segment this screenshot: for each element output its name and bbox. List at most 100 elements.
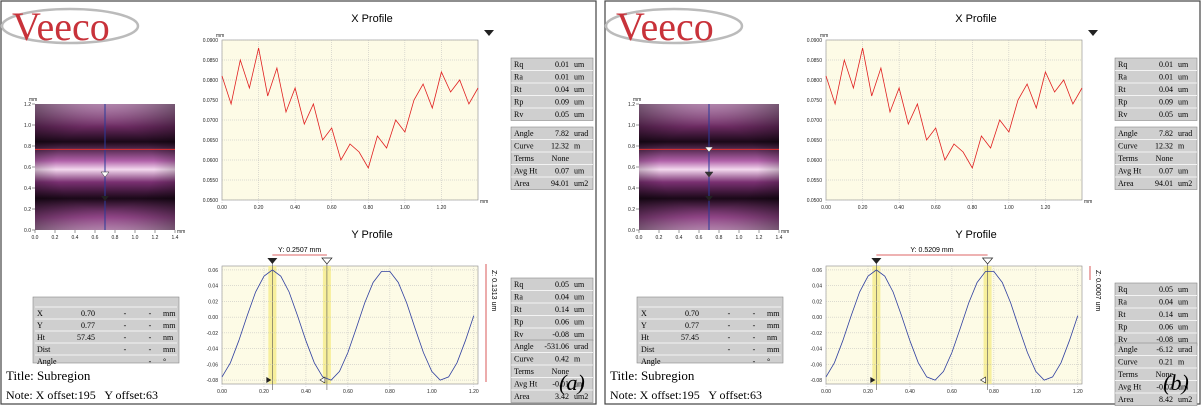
x-tick-label: 1.2: [756, 235, 763, 241]
x-tick-label: 0.8: [716, 235, 723, 241]
x-tick-label: 1.00: [427, 389, 437, 395]
stat-unit: um: [574, 293, 585, 302]
x-tick-label: 0.00: [821, 205, 831, 211]
stat-unit: um: [574, 60, 585, 69]
stat-value: 0.07: [1159, 167, 1173, 176]
x-tick-label: 0.40: [894, 205, 904, 211]
x-unit: mm: [480, 199, 488, 205]
y-tick-label: 0.0750: [807, 98, 823, 104]
stat-label: Angle: [1118, 129, 1138, 138]
stat-unit: um: [1178, 167, 1189, 176]
y-tick-label: -0.02: [811, 331, 823, 337]
z-label: Z: 0.1313 um: [490, 270, 497, 311]
stat-unit: um: [1178, 110, 1189, 119]
y-tick-label: 0.02: [208, 299, 218, 305]
readout-cell: Dist: [37, 345, 51, 354]
readout-cell: 0.70: [685, 309, 699, 318]
x-tick-label: 1.20: [1041, 205, 1051, 211]
x-tick-label: 0.4: [676, 235, 683, 241]
stat-label: Rp: [1118, 323, 1127, 332]
readout-cell: 0.70: [81, 309, 95, 318]
stat-label: Rt: [1118, 310, 1126, 319]
stat-label: Curve: [514, 142, 534, 151]
stat-label: Ra: [1118, 298, 1127, 307]
x-tick-label: 0.60: [327, 205, 337, 211]
stat-value: 0.09: [555, 98, 569, 107]
panel-label: (a): [559, 370, 585, 395]
stat-value: 0.07: [555, 167, 569, 176]
stat-unit: um: [574, 85, 585, 94]
y-tick-label: 0.0600: [203, 158, 219, 164]
stat-label: Terms: [1118, 154, 1138, 163]
y-tick-label: 0.0800: [807, 78, 823, 84]
stat-unit: um: [1178, 285, 1189, 294]
stat-label: Rp: [514, 98, 523, 107]
stat-label: Terms: [1118, 370, 1138, 379]
x-tick-label: 1.4: [776, 235, 783, 241]
stat-value: 0.04: [555, 85, 569, 94]
x-tick-label: 0.6: [92, 235, 99, 241]
x-tick-label: 0.2: [52, 235, 59, 241]
chart-title: X Profile: [351, 13, 393, 25]
y-tick-label: 0.0: [24, 228, 31, 234]
x-tick-label: 0.8: [112, 235, 119, 241]
readout-cell: 0.77: [81, 321, 95, 330]
stat-unit: um: [1178, 85, 1189, 94]
readout-cell: 57.45: [77, 333, 95, 342]
readout-cell: Angle: [37, 357, 57, 366]
x-tick-label: 1.00: [1031, 389, 1041, 395]
stat-value: -531.06: [544, 342, 569, 351]
x-tick-label: 0.00: [821, 389, 831, 395]
x-tick-label: 1.0: [736, 235, 743, 241]
stat-label: Area: [1118, 179, 1134, 188]
x-tick-label: 0.20: [259, 389, 269, 395]
readout-cell: -: [753, 345, 756, 354]
stat-value: -0.08: [552, 330, 569, 339]
x-tick-label: 1.00: [400, 205, 410, 211]
readout-cell: mm: [163, 345, 176, 354]
y-unit: mm: [820, 33, 828, 39]
y-tick-label: 0.0850: [203, 58, 219, 64]
stat-label: Rp: [1118, 98, 1127, 107]
x-unit: mm: [177, 229, 185, 235]
y-tick-label: 0.06: [812, 268, 822, 274]
x-unit: mm: [781, 229, 789, 235]
readout-cell: -: [124, 345, 127, 354]
stat-label: Rq: [1118, 285, 1127, 294]
note: Note: X offset:195 Y offset:63: [6, 388, 158, 402]
readout-cell: -: [149, 333, 152, 342]
readout-cell: Ht: [37, 333, 46, 342]
stat-label: Rt: [1118, 85, 1126, 94]
y-tick-label: 0.04: [208, 284, 218, 290]
panel: Veeco0.00.20.40.60.81.01.20.00.20.40.60.…: [1, 1, 596, 404]
stat-label: Ra: [1118, 73, 1127, 82]
stat-label: Rv: [1118, 110, 1127, 119]
y-tick-label: 0.8: [24, 144, 31, 150]
readout-cell: Y: [37, 321, 43, 330]
stat-label: Angle: [1118, 345, 1138, 354]
stat-unit: um: [1178, 73, 1189, 82]
title: Title: Subregion: [610, 368, 695, 383]
x-tick-label: 0.00: [217, 205, 227, 211]
stat-value: 0.06: [555, 318, 569, 327]
stat-label: Rq: [1118, 60, 1127, 69]
y-tick-label: 0.0600: [807, 158, 823, 164]
y-tick-label: 0.0500: [203, 198, 219, 204]
x-tick-label: 0.60: [343, 389, 353, 395]
readout-cell: -: [753, 357, 756, 366]
stat-unit: um: [574, 98, 585, 107]
stat-label: Curve: [1118, 142, 1138, 151]
y-tick-label: 1.0: [24, 123, 31, 129]
readout-cell: °: [163, 357, 166, 366]
x-tick-label: 1.2: [152, 235, 159, 241]
y-tick-label: 0.00: [208, 315, 218, 321]
readout-cell: -: [753, 309, 756, 318]
y-tick-label: 0.6: [628, 165, 635, 171]
x-tick-label: 1.20: [437, 205, 447, 211]
stat-value: 0.01: [555, 60, 569, 69]
x-tick-label: 0.20: [254, 205, 264, 211]
panel-label: (b): [1163, 370, 1189, 395]
readout-cell: -: [728, 309, 731, 318]
stat-label: Area: [514, 392, 530, 401]
